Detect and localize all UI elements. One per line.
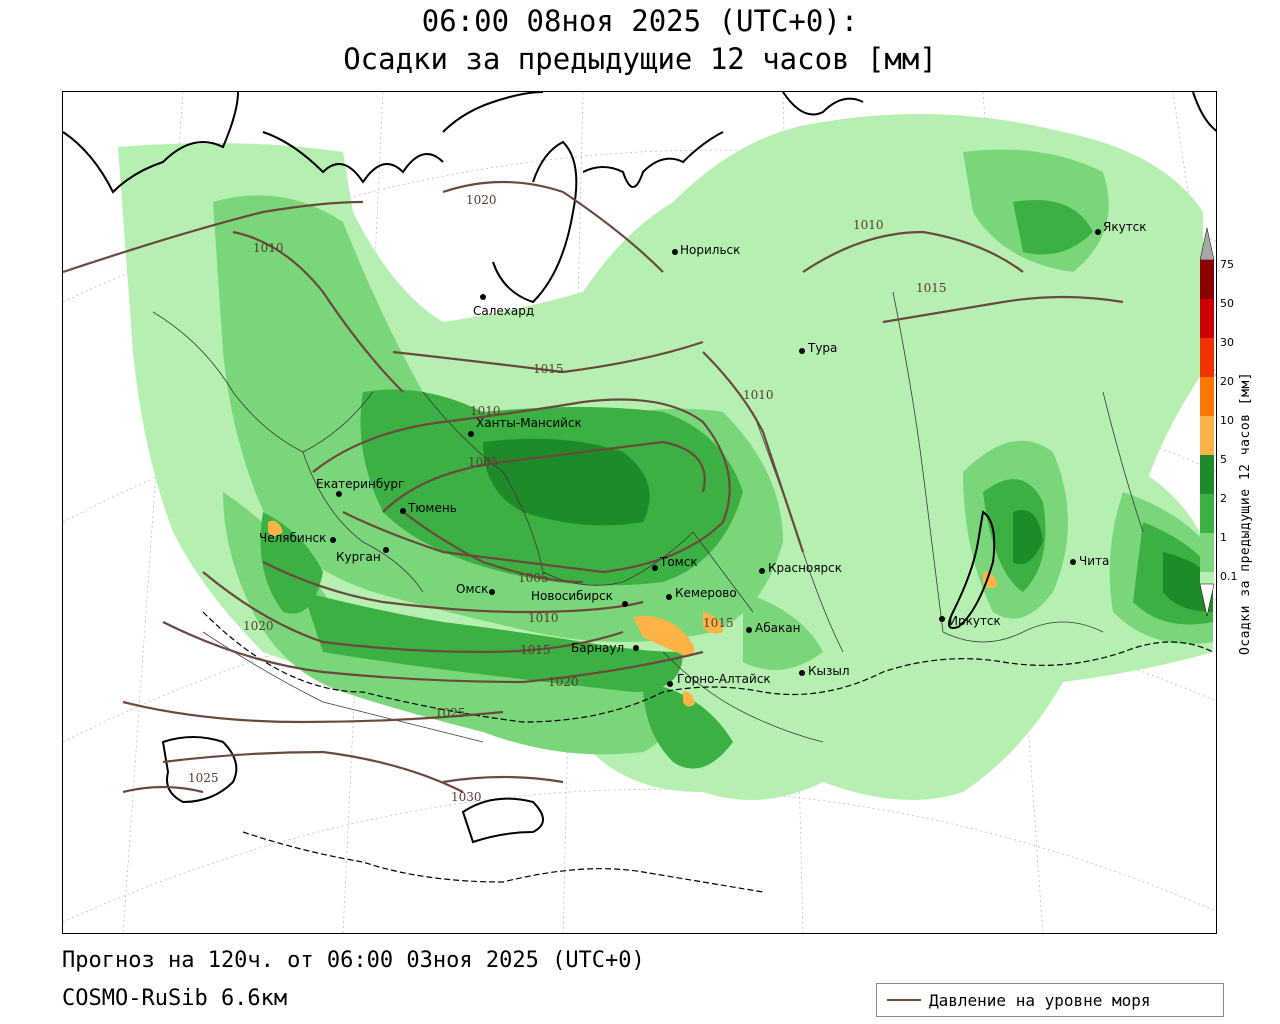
colorbar-swatch-75 bbox=[1200, 260, 1214, 299]
city-label: Челябинск bbox=[259, 531, 326, 545]
isobar-labels: 1020 1010 1010 1015 1015 1010 1005 1010 … bbox=[188, 193, 947, 804]
colorbar-label: 5 bbox=[1220, 453, 1227, 466]
city-dot bbox=[336, 491, 342, 497]
pressure-legend-label: Давление на уровне моря bbox=[929, 990, 1151, 1010]
city-label: Новосибирск bbox=[531, 589, 613, 603]
city-dot bbox=[468, 431, 474, 437]
national-border-south bbox=[202, 611, 1214, 893]
city-dot bbox=[672, 249, 678, 255]
city-dot bbox=[652, 565, 658, 571]
isobar-label: 1010 bbox=[470, 404, 501, 418]
city-dot bbox=[330, 537, 336, 543]
colorbar-label: 50 bbox=[1220, 297, 1234, 310]
city-dot bbox=[666, 594, 672, 600]
isobar-label: 1025 bbox=[188, 771, 219, 785]
city-label: Кемерово bbox=[675, 586, 737, 600]
city-dot bbox=[1070, 559, 1076, 565]
precip-extreme bbox=[268, 520, 997, 707]
city-label: Якутск bbox=[1103, 220, 1147, 234]
city-dot bbox=[480, 294, 486, 300]
colorbar-label: 10 bbox=[1220, 414, 1234, 427]
isobar-label: 1020 bbox=[243, 619, 274, 633]
isobar-label: 1015 bbox=[916, 281, 947, 295]
city-label: Иркутск bbox=[949, 614, 1001, 628]
colorbar-swatch-20 bbox=[1200, 377, 1214, 416]
isobar-label: 1015 bbox=[533, 362, 564, 376]
coastlines bbox=[63, 92, 1216, 844]
forecast-info: Прогноз на 120ч. от 06:00 03ноя 2025 (UT… bbox=[62, 948, 645, 973]
isobar-label: 1005 bbox=[518, 571, 549, 585]
isobar-label: 1005 bbox=[468, 455, 499, 469]
city-label: Норильск bbox=[680, 243, 740, 257]
city-label: Екатеринбург bbox=[316, 477, 404, 491]
isobar-label: 1010 bbox=[253, 241, 284, 255]
city-label: Курган bbox=[336, 550, 381, 564]
city-dot bbox=[746, 627, 752, 633]
colorbar-label: 2 bbox=[1220, 492, 1227, 505]
pressure-line-sample bbox=[887, 999, 921, 1001]
city-dot bbox=[622, 601, 628, 607]
isobar-label: 1010 bbox=[743, 388, 774, 402]
isobar-label: 1010 bbox=[528, 611, 559, 625]
cities: Норильск Якутск Салехард Тура Ханты-Манс… bbox=[259, 220, 1147, 687]
colorbar-swatch-2 bbox=[1200, 494, 1214, 533]
precipitation-colorbar: 75 50 30 20 10 5 2 1 0.1 bbox=[1200, 228, 1280, 628]
city-label: Барнаул bbox=[571, 641, 624, 655]
city-label: Кызыл bbox=[808, 664, 850, 678]
city-dot bbox=[400, 508, 406, 514]
colorbar-top-arrow bbox=[1200, 228, 1215, 261]
isobar-label: 1020 bbox=[466, 193, 497, 207]
model-name: COSMO-RuSib 6.6км bbox=[62, 986, 288, 1011]
city-label: Горно-Алтайск bbox=[677, 672, 771, 686]
city-label: Абакан bbox=[755, 621, 800, 635]
isobar-label: 1010 bbox=[853, 218, 884, 232]
city-label: Ханты-Мансийск bbox=[476, 416, 582, 430]
city-label: Салехард bbox=[473, 304, 534, 318]
isobar-label: 1015 bbox=[520, 643, 551, 657]
isobar-label: 1015 bbox=[703, 616, 734, 630]
city-label: Тюмень bbox=[407, 501, 457, 515]
city-label: Чита bbox=[1079, 554, 1109, 568]
city-label: Томск bbox=[659, 555, 698, 569]
precipitation-map: 1020 1010 1010 1015 1015 1010 1005 1010 … bbox=[62, 91, 1217, 934]
colorbar-swatch-5 bbox=[1200, 455, 1214, 494]
isobar-label: 1030 bbox=[451, 790, 482, 804]
colorbar-label: 30 bbox=[1220, 336, 1234, 349]
city-dot bbox=[759, 568, 765, 574]
city-label: Омск bbox=[456, 582, 488, 596]
city-label: Красноярск bbox=[768, 561, 842, 575]
colorbar-label: 75 bbox=[1220, 258, 1234, 271]
isobar-label: 1020 bbox=[548, 675, 579, 689]
city-dot bbox=[489, 589, 495, 595]
map-title-time: 06:00 08ноя 2025 (UTC+0): bbox=[421, 4, 859, 38]
colorbar-swatch-50 bbox=[1200, 299, 1214, 338]
colorbar-swatch-10 bbox=[1200, 416, 1214, 455]
isobars bbox=[63, 180, 1124, 794]
colorbar-bottom-arrow bbox=[1200, 583, 1215, 617]
colorbar-swatches bbox=[1200, 228, 1215, 617]
map-title-variable: Осадки за предыдущие 12 часов [мм] bbox=[343, 42, 937, 76]
city-dot bbox=[939, 616, 945, 622]
city-dot bbox=[1095, 229, 1101, 235]
city-dot bbox=[799, 670, 805, 676]
colorbar-label: 20 bbox=[1220, 375, 1234, 388]
pressure-legend: Давление на уровне моря bbox=[876, 983, 1224, 1017]
colorbar-label: 1 bbox=[1220, 531, 1227, 544]
colorbar-swatch-1 bbox=[1200, 533, 1214, 572]
isobar-label: 1025 bbox=[435, 706, 466, 720]
colorbar-swatch-01 bbox=[1200, 572, 1214, 584]
city-dot bbox=[667, 681, 673, 687]
colorbar-label: 0.1 bbox=[1220, 570, 1238, 583]
colorbar-title: Осадки за предыдущие 12 часов [мм] bbox=[1238, 371, 1253, 655]
city-dot bbox=[383, 547, 389, 553]
city-dot bbox=[799, 348, 805, 354]
city-label: Тура bbox=[807, 341, 837, 355]
colorbar-swatch-30 bbox=[1200, 338, 1214, 377]
city-dot bbox=[633, 645, 639, 651]
